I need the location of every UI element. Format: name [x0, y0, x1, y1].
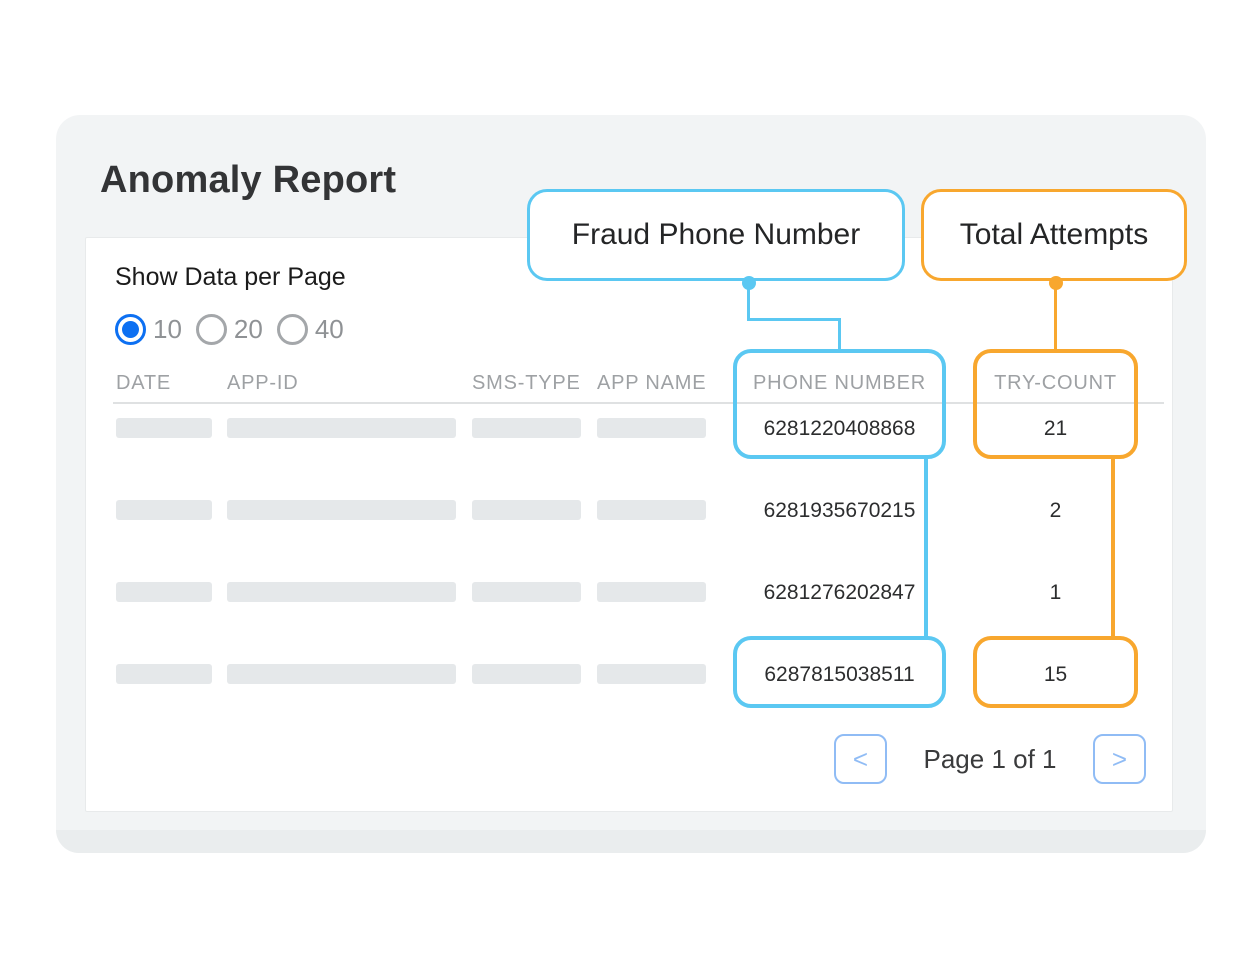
placeholder-bar — [116, 582, 212, 602]
radio-selected-dot — [122, 320, 139, 338]
column-header-date: DATE — [116, 372, 172, 394]
column-header-phone-number: PHONE NUMBER — [753, 372, 926, 394]
column-header-app-name: APP NAME — [597, 372, 707, 394]
chevron-left-icon: < — [852, 743, 869, 774]
radio-10[interactable] — [115, 313, 146, 345]
placeholder-bar — [472, 418, 581, 438]
phone-header-highlight-box — [733, 349, 946, 459]
placeholder-bar — [472, 500, 581, 520]
chevron-right-icon: > — [1111, 743, 1128, 774]
try-count-cell: 2 — [1049, 499, 1062, 522]
phone-row-highlight-box — [733, 636, 946, 708]
placeholder-bar — [227, 582, 456, 602]
total-attempts-callout: Total Attempts — [921, 189, 1187, 281]
try-count-cell: 21 — [1043, 417, 1068, 440]
blue-connector-segment — [838, 318, 841, 352]
blue-connector-segment — [747, 318, 841, 321]
placeholder-bar — [116, 500, 212, 520]
radio-10-label[interactable]: 10 — [153, 313, 182, 344]
radio-40-label[interactable]: 40 — [314, 313, 344, 344]
placeholder-bar — [597, 664, 706, 684]
phone-number-cell: 6281276202847 — [763, 581, 916, 604]
phone-number-cell: 6281220408868 — [763, 417, 916, 440]
radio-20-label[interactable]: 20 — [233, 313, 263, 344]
orange-connector-dot — [1049, 276, 1063, 290]
blue-connector-segment — [747, 283, 750, 321]
radio-40[interactable] — [276, 313, 308, 345]
report-card: Show Data per Page 10 20 40 DATE APP-ID … — [85, 237, 1173, 812]
radio-20[interactable] — [195, 313, 227, 345]
placeholder-bar — [227, 500, 456, 520]
column-header-try-count: TRY-COUNT — [994, 372, 1117, 394]
placeholder-bar — [472, 582, 581, 602]
phone-number-cell: 6287815038511 — [764, 663, 915, 686]
orange-connector-segment — [1054, 283, 1057, 350]
per-page-radio-group: 10 20 40 — [115, 312, 358, 346]
try-count-cell: 15 — [1043, 663, 1068, 686]
placeholder-bar — [597, 500, 706, 520]
placeholder-bar — [597, 582, 706, 602]
phone-number-cell: 6281935670215 — [763, 499, 916, 522]
phone-connector-line — [924, 457, 928, 638]
placeholder-bar — [116, 664, 212, 684]
next-page-button[interactable]: > — [1093, 734, 1146, 784]
placeholder-bar — [227, 418, 456, 438]
try-count-header-highlight-box — [973, 349, 1138, 459]
try-count-connector-line — [1111, 457, 1115, 638]
fraud-phone-number-callout: Fraud Phone Number — [527, 189, 905, 281]
placeholder-bar — [227, 664, 456, 684]
window-base-strip — [56, 830, 1206, 853]
header-divider — [113, 402, 1164, 404]
previous-page-button[interactable]: < — [834, 734, 887, 784]
column-header-sms-type: SMS-TYPE — [472, 372, 581, 394]
page-title: Anomaly Report — [100, 159, 397, 201]
per-page-label: Show Data per Page — [115, 263, 346, 291]
blue-connector-dot — [742, 276, 756, 290]
placeholder-bar — [116, 418, 212, 438]
try-count-cell: 1 — [1049, 581, 1062, 604]
placeholder-bar — [597, 418, 706, 438]
placeholder-bar — [472, 664, 581, 684]
try-count-row-highlight-box — [973, 636, 1138, 708]
page-status: Page 1 of 1 — [923, 744, 1057, 774]
column-header-app-id: APP-ID — [227, 372, 299, 394]
